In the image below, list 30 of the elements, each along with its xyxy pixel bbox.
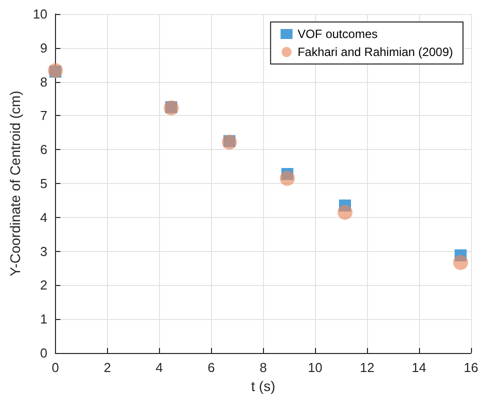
point (453, 254, 468, 270)
y-axis-title: Y-Coordinate of Centroid (cm) (7, 90, 23, 276)
y-tick-label: 3 (40, 244, 48, 259)
point (281, 168, 294, 180)
point (280, 170, 295, 186)
point (339, 200, 352, 212)
legend-label: VOF outcomes (298, 27, 378, 41)
point (338, 204, 353, 220)
y-tick-label: 8 (40, 74, 48, 90)
x-tick-label: 4 (156, 360, 163, 375)
y-tick-label: 7 (40, 108, 48, 124)
y-tick-label: 9 (40, 40, 48, 56)
x-tick-label: 0 (52, 360, 59, 375)
x-tick-label: 14 (412, 360, 426, 375)
x-tick-label: 12 (360, 360, 374, 375)
x-axis-title: t (s) (251, 378, 276, 394)
y-tick-label: 5 (40, 176, 48, 191)
x-tick-label: 10 (308, 360, 322, 375)
x-tick-label: 2 (104, 360, 111, 375)
x-tick-label: 16 (464, 360, 478, 375)
y-tick-label: 1 (40, 312, 48, 327)
y-tick-label: 2 (40, 278, 48, 293)
y-tick-label: 6 (40, 142, 48, 158)
x-tick-label: 8 (260, 360, 267, 375)
y-tick-label: 0 (40, 346, 48, 360)
point (454, 249, 467, 262)
legend-label: Fakhari and Rahimian (2009) (298, 45, 454, 59)
x-tick-label: 6 (208, 360, 215, 375)
y-tick-label: 4 (40, 210, 48, 225)
y-tick-label: 10 (32, 6, 48, 22)
